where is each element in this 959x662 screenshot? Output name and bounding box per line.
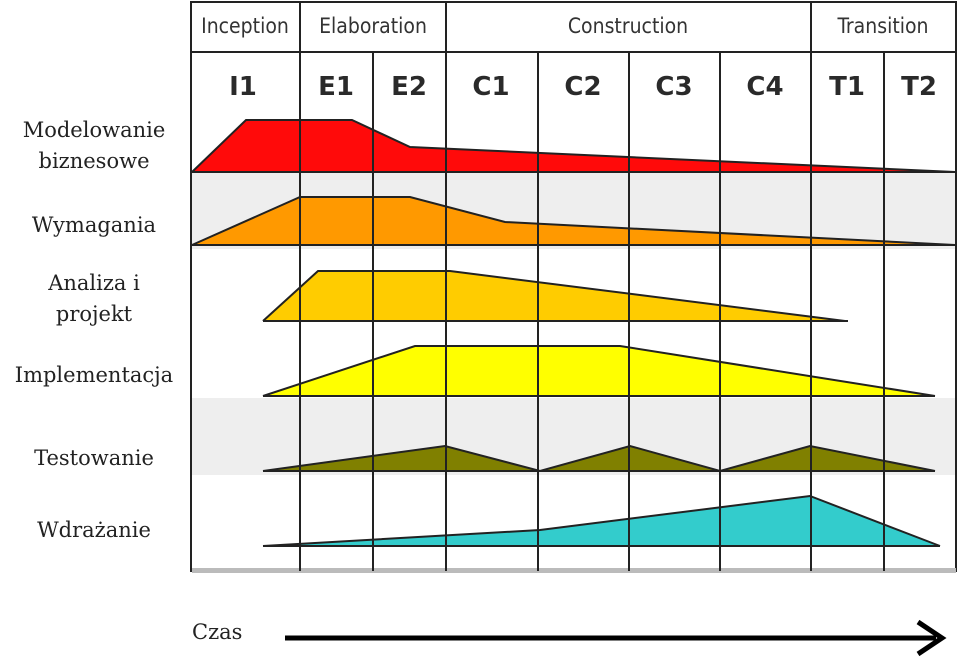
discipline-label-requirements: Wymagania <box>0 210 188 241</box>
iteration-label: C2 <box>564 72 601 102</box>
hump-test <box>263 446 935 471</box>
iteration-label: T1 <box>829 72 865 102</box>
discipline-label-line: Wymagania <box>31 213 157 237</box>
iteration-label: I1 <box>229 72 257 102</box>
hump-edge-requirements <box>191 196 956 246</box>
discipline-label-line: Implementacja <box>14 363 174 387</box>
hump-requirements <box>192 197 955 245</box>
time-arrow-head-icon <box>916 619 947 657</box>
iteration-label: C4 <box>746 72 783 102</box>
phase-label-elaboration: Elaboration <box>319 14 427 38</box>
hump-edge-business <box>191 119 956 173</box>
hump-edge-implementation <box>262 345 936 397</box>
iteration-gridlines <box>299 2 885 571</box>
phase-label-construction: Construction <box>568 14 688 38</box>
iteration-label: C1 <box>472 72 509 102</box>
discipline-label-line: Testowanie <box>34 446 154 470</box>
hump-business-modeling <box>192 120 955 172</box>
iteration-label: C3 <box>655 72 692 102</box>
discipline-label-line: Modelowanie <box>22 118 166 142</box>
iteration-label: T2 <box>901 72 937 102</box>
phase-label-inception: Inception <box>201 14 289 38</box>
discipline-label-implementation: Implementacja <box>0 360 188 391</box>
discipline-label-line: Analiza i <box>48 271 140 295</box>
baselines <box>192 171 955 547</box>
bottom-shadow <box>192 568 956 573</box>
discipline-label-test: Testowanie <box>0 443 188 474</box>
discipline-label-deployment: Wdrażanie <box>0 515 188 546</box>
hump-deployment <box>263 496 940 546</box>
discipline-label-line: projekt <box>55 302 133 326</box>
iteration-label: E2 <box>391 72 427 102</box>
iteration-label: E1 <box>318 72 354 102</box>
discipline-label-line: biznesowe <box>38 149 150 173</box>
hump-analysis-design <box>263 271 845 321</box>
discipline-label-business-modeling: Modelowanie biznesowe <box>0 115 188 177</box>
hump-edge-analysis <box>262 270 846 322</box>
time-axis-label: Czas <box>192 620 243 644</box>
hump-edge-deployment <box>262 494 941 547</box>
discipline-label-analysis-design: Analiza i projekt <box>0 268 188 330</box>
hump-implementation <box>263 346 935 396</box>
phase-label-transition: Transition <box>836 14 928 38</box>
discipline-label-line: Wdrażanie <box>37 518 151 542</box>
